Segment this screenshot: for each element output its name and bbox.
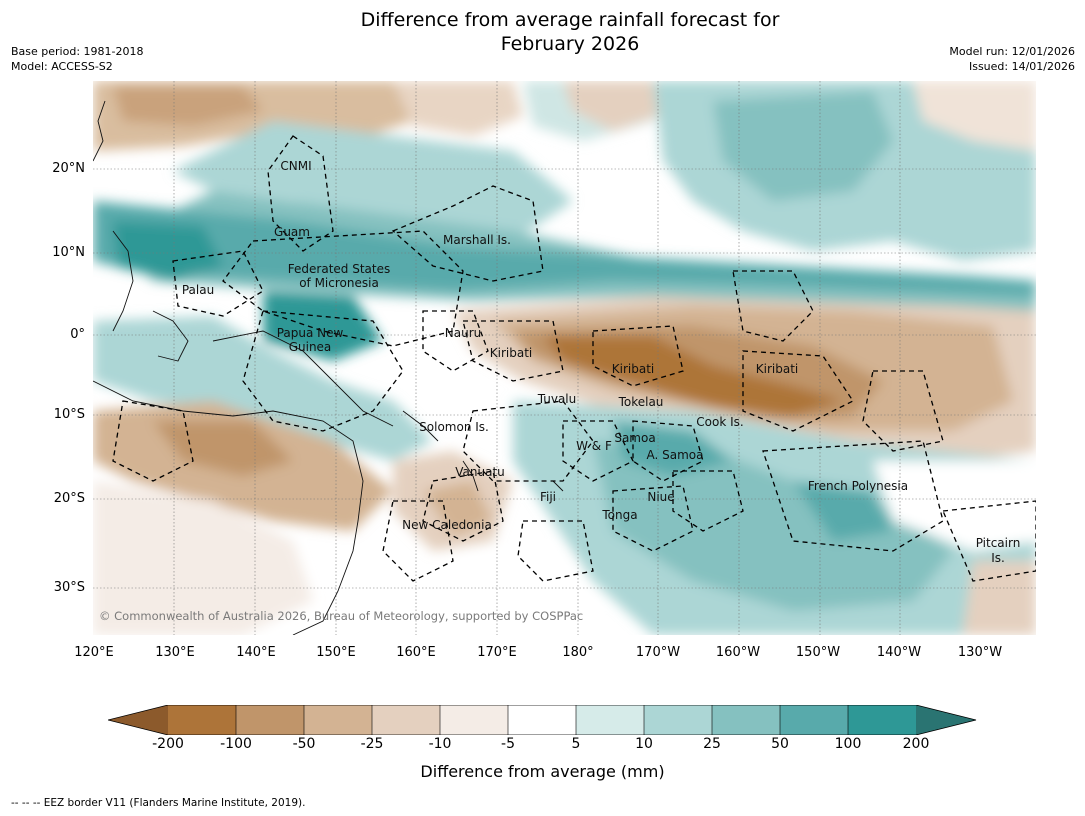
copyright-notice: © Commonwealth of Australia 2026, Bureau… [99,609,584,623]
label-tokelau: Tokelau [618,395,664,409]
colorbar-bin [780,705,848,735]
colorbar-bin [236,705,304,735]
lon-label-170w: 170°W [635,645,681,660]
colorbar-tick: -5 [501,736,515,752]
colorbar-tick: -50 [292,736,316,752]
label-samoa: Samoa [614,431,656,445]
label-kiribati-central: Kiribati [611,362,655,376]
lat-label-30s: 30°S [53,580,85,595]
lat-label-20n: 20°N [52,161,85,176]
colorbar-tick: -100 [220,736,252,752]
colorbar-bin [304,705,372,735]
colorbar-tick: 10 [635,736,653,752]
lon-label-170e: 170°E [477,645,517,660]
map-svg [93,81,1036,635]
label-tonga: Tonga [602,508,638,522]
meta-right: Model run: 12/01/2026 Issued: 14/01/2026 [949,44,1075,74]
colorbar-over-arrow [916,705,976,735]
lon-label-150e: 150°E [316,645,356,660]
lat-label-20s: 20°S [53,491,85,506]
colorbar-bin [848,705,916,735]
label-marshall: Marshall Is. [443,233,511,247]
model-name: Model: ACCESS-S2 [11,60,113,73]
label-fiji: Fiji [539,490,557,504]
eez-footnote: -- -- -- EEZ border V11 (Flanders Marine… [11,797,306,809]
label-fsm-line2: of Micronesia [299,276,379,290]
colorbar-bin [372,705,440,735]
colorbar-tick: -10 [428,736,452,752]
graticule [93,81,1036,635]
label-american-samoa: A. Samoa [646,448,704,462]
lon-label-150w: 150°W [795,645,841,660]
colorbar-tick: 200 [902,736,930,752]
label-wallis-futuna: W & F [576,439,612,453]
lon-label-140e: 140°E [236,645,276,660]
anomaly-field [93,81,1036,635]
label-pitcairn-line1: Pitcairn [975,536,1021,550]
label-cook: Cook Is. [696,415,744,429]
meta-left: Base period: 1981-2018 Model: ACCESS-S2 [11,44,143,74]
label-french-polynesia: French Polynesia [807,479,909,493]
label-png-line2: Guinea [288,340,332,354]
lon-label-140w: 140°W [876,645,922,660]
colorbar-tick: -25 [360,736,384,752]
label-tuvalu: Tuvalu [537,392,577,406]
model-run: Model run: 12/01/2026 [949,45,1075,58]
colorbar-bin [168,705,236,735]
colorbar-tick: 100 [834,736,862,752]
rainfall-map [93,81,1036,635]
map-title-line2: February 2026 [500,33,640,55]
label-fsm-line1: Federated States [287,262,391,276]
label-vanuatu: Vanuatu [455,465,505,479]
colorbar-tick: 5 [571,736,581,752]
coastlines [93,100,564,635]
colorbar-under-arrow [108,705,168,735]
lon-label-130w: 130°W [957,645,1003,660]
label-solomon: Solomon Is. [419,420,489,434]
colorbar-tick: -200 [152,736,184,752]
label-pitcairn-line2: Is. [991,551,1005,565]
label-new-caledonia: New Caledonia [402,518,492,532]
issued-date: Issued: 14/01/2026 [968,60,1075,73]
label-png-line1: Papua New [276,326,344,340]
base-period: Base period: 1981-2018 [11,45,144,58]
map-title-line1: Difference from average rainfall forecas… [360,9,780,31]
label-niue: Niue [647,490,675,504]
eez-borders [112,135,1036,582]
lon-label-180: 180° [562,645,594,660]
colorbar-bin [440,705,508,735]
colorbar-bin [508,705,576,735]
label-nauru: Nauru [444,326,482,340]
lat-label-10n: 10°N [52,245,85,260]
label-palau: Palau [181,283,215,297]
colorbar-bin [644,705,712,735]
label-guam: Guam [274,225,310,239]
lon-label-160e: 160°E [396,645,436,660]
lon-label-120e: 120°E [74,645,114,660]
colorbar-bin [712,705,780,735]
lat-label-10s: 10°S [53,407,85,422]
colorbar-title: Difference from average (mm) [420,762,665,781]
lon-label-160w: 160°W [715,645,761,660]
colorbar-tick: 25 [703,736,721,752]
map-title: Difference from average rainfall forecas… [0,8,1085,56]
lat-label-0: 0° [70,327,85,342]
colorbar-bin [576,705,644,735]
lon-label-130e: 130°E [155,645,195,660]
label-kiribati-west: Kiribati [489,346,533,360]
colorbar-tick: 50 [771,736,789,752]
label-cnmi: CNMI [280,159,312,173]
label-kiribati-east: Kiribati [755,362,799,376]
colorbar [108,705,977,735]
